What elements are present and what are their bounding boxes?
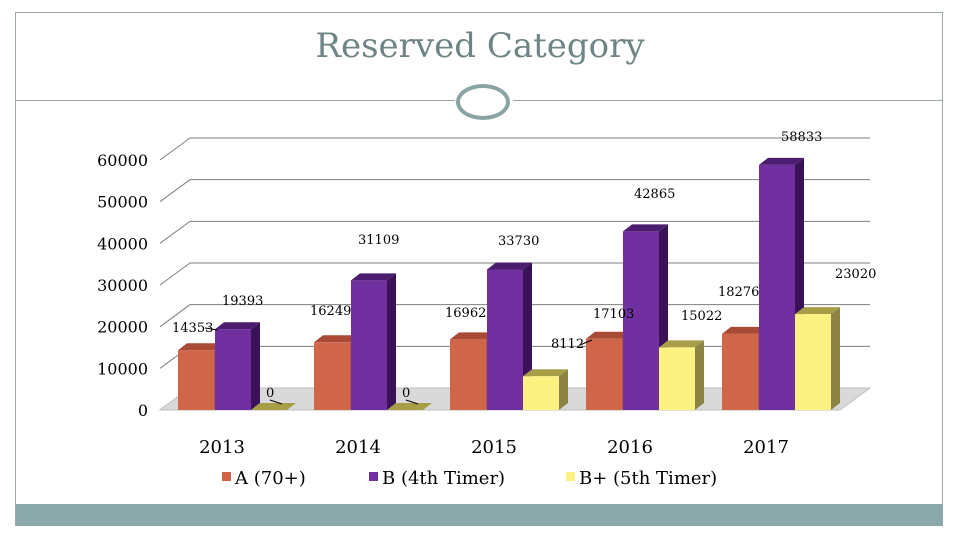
x-category-label: 2015 — [471, 437, 517, 458]
y-tick-label: 10000 — [97, 359, 148, 378]
bar-top — [450, 332, 495, 340]
title-divider-left — [16, 100, 455, 101]
bar-C-2015 — [523, 376, 559, 410]
data-label: 33730 — [498, 234, 539, 249]
data-label: 0 — [266, 386, 274, 401]
bar-top — [659, 340, 704, 348]
legend-swatch-C — [566, 472, 575, 481]
bar-side — [831, 307, 840, 410]
data-label: 23020 — [835, 267, 876, 282]
bar-top — [487, 262, 532, 270]
data-label: 14353 — [172, 321, 213, 336]
bar-B-2017 — [759, 164, 795, 410]
bar-top — [722, 326, 767, 334]
gridline — [159, 137, 870, 161]
legend-swatch-A — [222, 472, 231, 481]
bar-top — [523, 369, 568, 377]
bar-side — [251, 322, 260, 410]
data-label: 16962 — [445, 306, 486, 321]
bar-A-2015 — [450, 339, 486, 410]
y-tick-label: 60000 — [97, 151, 148, 170]
bar-C-2017 — [795, 314, 831, 410]
data-label: 19393 — [222, 294, 263, 309]
data-label: 16249 — [310, 304, 351, 319]
bar-top — [623, 224, 668, 232]
bar-A-2016 — [586, 338, 622, 410]
bar-side — [695, 340, 704, 410]
x-category-label: 2016 — [607, 437, 653, 458]
slide-title: Reserved Category — [315, 26, 645, 66]
x-category-label: 2013 — [199, 437, 245, 458]
bar-side — [387, 273, 396, 410]
data-label: 8112 — [551, 337, 584, 352]
data-label: 42865 — [634, 187, 675, 202]
data-label: 31109 — [358, 233, 399, 248]
title-divider-right — [513, 100, 943, 101]
gridline — [159, 220, 870, 244]
label-leader — [269, 399, 283, 405]
bar-top — [314, 335, 359, 343]
data-label: 18276 — [718, 285, 759, 300]
data-label: 58833 — [781, 130, 822, 145]
bar-top — [251, 403, 296, 410]
x-category-label: 2014 — [335, 437, 381, 458]
bar-B-2014 — [351, 280, 387, 410]
bar-A-2017 — [722, 333, 758, 410]
y-tick-label: 30000 — [97, 276, 148, 295]
footer-bar — [16, 504, 943, 526]
label-leader — [204, 327, 219, 331]
bar-top — [178, 343, 223, 351]
bar-side — [559, 369, 568, 410]
x-category-label: 2017 — [743, 437, 789, 458]
y-tick-label: 20000 — [97, 318, 148, 337]
legend-label: A (70+) — [234, 468, 306, 489]
bar-B-2015 — [487, 269, 523, 410]
data-label: 15022 — [681, 309, 722, 324]
bar-top — [215, 322, 260, 330]
bar-B-2016 — [623, 231, 659, 410]
bar-A-2014 — [314, 342, 350, 410]
label-leader — [579, 339, 593, 346]
bar-top — [387, 403, 432, 410]
data-label: 0 — [402, 386, 410, 401]
bar-A-2013 — [178, 350, 214, 410]
legend-label: B+ (5th Timer) — [579, 468, 717, 489]
divider-ring-ornament — [456, 84, 510, 120]
gridline — [159, 179, 870, 203]
bar-top — [586, 331, 631, 339]
bar-B-2013 — [215, 329, 251, 410]
legend-swatch-B — [369, 472, 378, 481]
label-leader — [405, 399, 419, 405]
bar-top — [759, 157, 804, 165]
y-tick-label: 50000 — [97, 193, 148, 212]
data-label: 17103 — [593, 307, 634, 322]
y-tick-label: 0 — [138, 401, 148, 420]
bar-top — [795, 307, 840, 315]
bar-C-2016 — [659, 347, 695, 410]
legend-label: B (4th Timer) — [382, 468, 505, 489]
y-tick-label: 40000 — [97, 234, 148, 253]
bar-top — [351, 273, 396, 281]
